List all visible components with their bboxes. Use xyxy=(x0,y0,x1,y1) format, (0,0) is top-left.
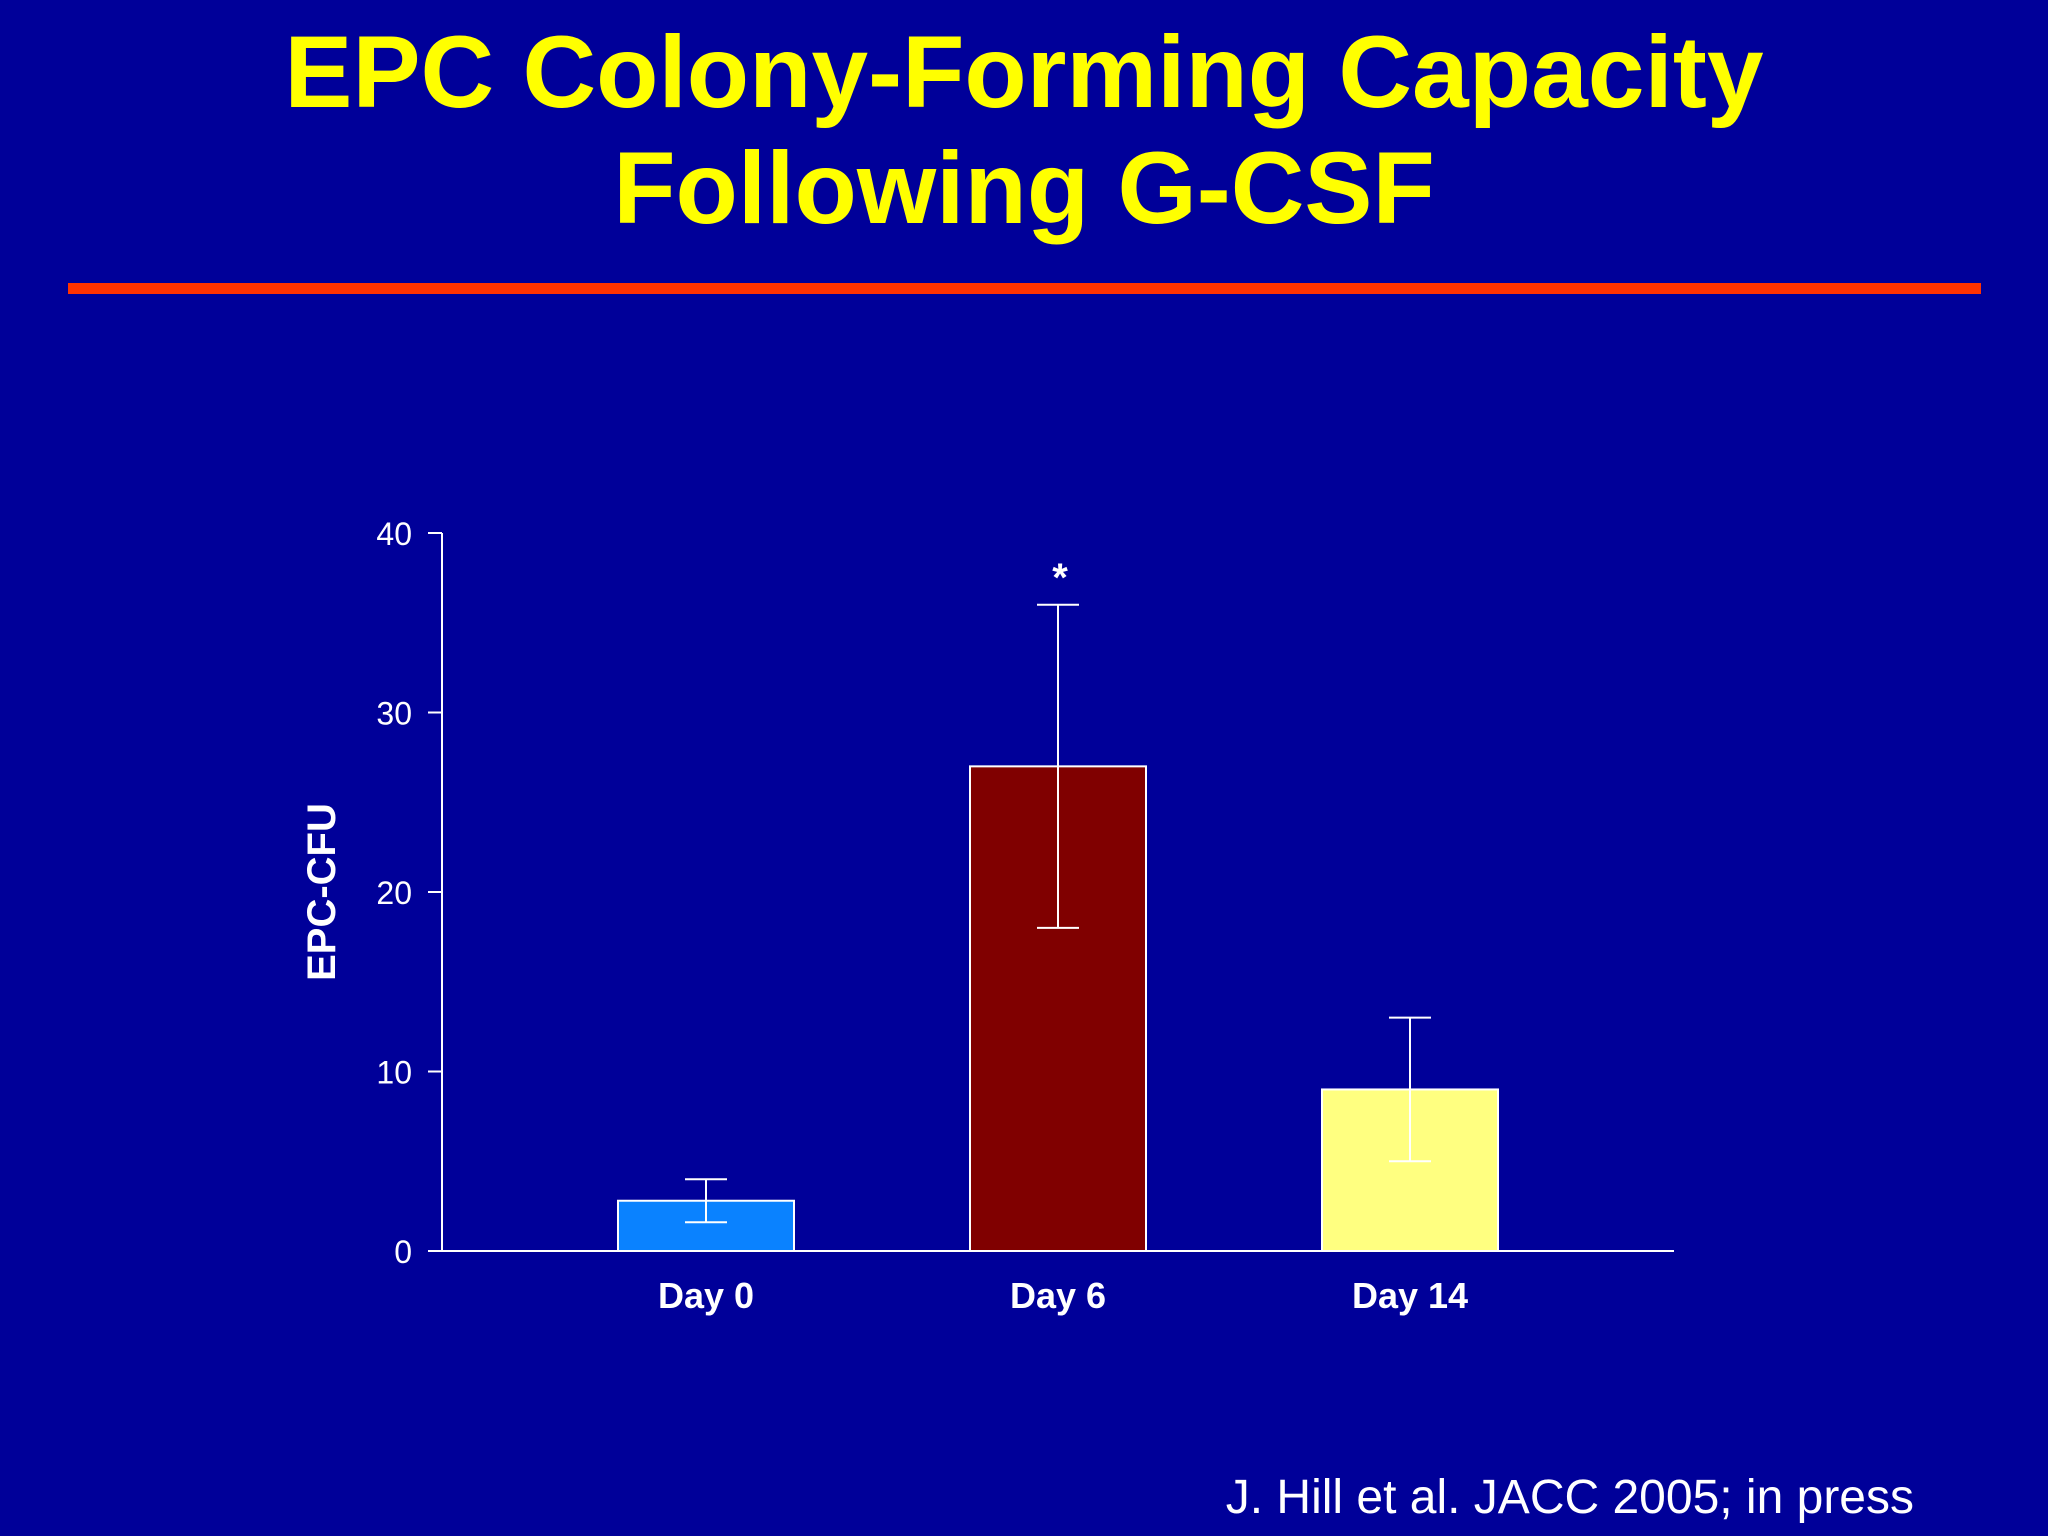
y-tick-label: 40 xyxy=(376,516,412,552)
slide-title: EPC Colony-Forming Capacity Following G-… xyxy=(0,14,2048,246)
significance-marker: * xyxy=(1052,556,1068,600)
x-tick-label: Day 14 xyxy=(1352,1275,1468,1316)
y-tick-label: 10 xyxy=(376,1055,412,1091)
citation: J. Hill et al. JACC 2005; in press xyxy=(1225,1471,1914,1524)
x-tick-label: Day 6 xyxy=(1010,1275,1106,1316)
y-tick-label: 30 xyxy=(376,696,412,732)
title-line-1: EPC Colony-Forming Capacity xyxy=(284,15,1764,129)
y-axis-title: EPC-CFU xyxy=(300,803,344,981)
y-tick-label: 20 xyxy=(376,875,412,911)
title-line-2: Following G-CSF xyxy=(613,131,1435,245)
title-divider xyxy=(68,283,1981,294)
y-tick-label: 0 xyxy=(394,1234,412,1270)
x-tick-label: Day 0 xyxy=(658,1275,754,1316)
